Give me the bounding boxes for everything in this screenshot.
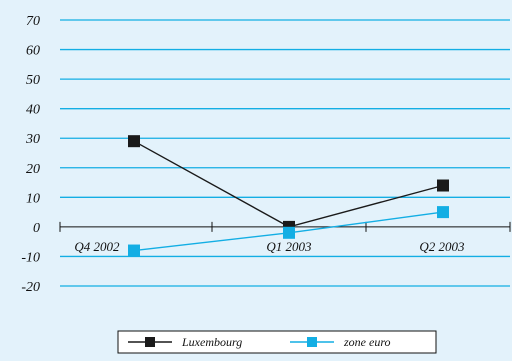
data-point-marker — [128, 244, 140, 257]
legend-box — [117, 330, 437, 354]
y-tick-label: -10 — [21, 250, 40, 265]
legend-entry: Luxembourg — [128, 335, 242, 349]
data-point-marker — [128, 135, 140, 148]
data-point-marker — [437, 179, 449, 192]
y-tick-label: 70 — [26, 14, 40, 29]
legend-entry: zone euro — [290, 335, 391, 349]
y-tick-label: 20 — [26, 162, 40, 177]
data-point-marker — [283, 226, 295, 239]
y-tick-label: 10 — [26, 191, 40, 206]
legend-marker-swatch — [145, 337, 155, 347]
series-line — [133, 140, 444, 228]
series-1 — [128, 206, 449, 257]
y-tick-label: 0 — [33, 221, 40, 236]
legend-marker-swatch — [307, 337, 317, 347]
x-tick-label: Q1 2003 — [266, 239, 312, 254]
x-axis-ticks: Q4 2002 Q1 2003 Q2 2003 — [74, 239, 465, 254]
y-tick-label: 50 — [26, 73, 40, 88]
y-tick-label: -20 — [21, 280, 40, 295]
series-layer — [128, 135, 449, 257]
y-axis-ticks: 70 60 50 40 30 20 10 0 -10 -20 — [21, 14, 40, 295]
legend-label: Luxembourg — [181, 335, 242, 349]
y-tick-label: 60 — [26, 44, 40, 59]
legend-label: zone euro — [343, 335, 391, 349]
legend: Luxembourg zone euro — [117, 330, 437, 354]
data-point-marker — [437, 206, 449, 219]
x-tick-label: Q2 2003 — [419, 239, 465, 254]
x-tick-label: Q4 2002 — [74, 239, 120, 254]
y-tick-label: 30 — [25, 132, 40, 147]
y-tick-label: 40 — [26, 103, 40, 118]
